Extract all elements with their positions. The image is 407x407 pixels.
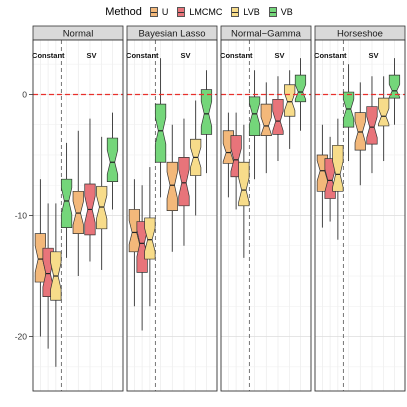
panel-bayesian-lasso-border <box>126 39 218 392</box>
legend-item-lmcmc: LMCMC <box>177 7 222 17</box>
panel-bayesian-lasso-title: Bayesian Lasso <box>138 29 205 40</box>
legend-label-lmcmc: LMCMC <box>189 7 223 17</box>
legend-item-lvb: LVB <box>231 7 260 17</box>
panel-normal-gamma-box-constant-lvb <box>238 161 250 207</box>
panel-horseshoe-box-constant-lvb <box>332 144 344 192</box>
panel-normal-gamma-box-sv-lmcmc <box>272 98 284 135</box>
panel-normal-gamma-label-sv: SV <box>274 51 284 60</box>
panel-horseshoe-box-sv-lmcmc <box>366 106 378 145</box>
panel-normal-box-sv-vb <box>106 137 119 182</box>
legend-label-vb: VB <box>280 7 293 17</box>
legend-item-u: U <box>149 7 169 17</box>
panel-bayesian-lasso-box-sv-lmcmc <box>178 157 190 207</box>
panel-horseshoe-label-constant: Constant <box>314 51 347 60</box>
panel-bayesian-lasso-box-constant-lvb <box>144 217 156 260</box>
y-tick-label: -20 <box>15 332 28 342</box>
panel-horseshoe-label-sv: SV <box>368 51 378 60</box>
panel-normal-box-sv-lvb <box>96 186 108 230</box>
panel-bayesian-lasso-box-sv-vb <box>154 103 167 163</box>
panel-normal-gamma-box-sv-vb <box>294 74 307 103</box>
panel-normal-gamma-label-constant: Constant <box>220 51 253 60</box>
panel-bayesian-lasso-label-sv: SV <box>180 51 190 60</box>
panel-bayesian-lasso-label-constant: Constant <box>126 51 159 60</box>
panel-horseshoe-box-sv-lvb <box>378 97 390 127</box>
panel-horseshoe-box-sv-vb <box>388 74 401 99</box>
panel-normal-box-sv-vb <box>60 178 73 228</box>
panel-normal-label-constant: Constant <box>32 51 65 60</box>
panel-normal-gamma-border <box>220 39 312 392</box>
panel-bayesian-lasso-box-sv-u <box>166 161 178 212</box>
panel-normal-title: Normal <box>63 29 94 40</box>
y-tick-label: 0 <box>22 89 27 99</box>
panel-normal-gamma-box-sv-u <box>260 103 272 136</box>
panel-normal-border <box>32 39 124 392</box>
panel-normal-gamma-box-sv-vb <box>248 96 261 136</box>
legend-key-u <box>149 7 158 17</box>
panel-horseshoe-border <box>314 39 406 392</box>
legend-key-lvb <box>231 7 240 17</box>
panel-normal-box-sv-u <box>72 190 84 235</box>
legend-title: Method <box>105 6 142 18</box>
panel-normal-gamma-box-sv-lvb <box>284 84 296 117</box>
panel-normal-label-sv: SV <box>86 51 96 60</box>
panel-horseshoe-box-sv-u <box>354 112 366 151</box>
panel-normal-gamma-title: Normal−Gamma <box>231 29 302 40</box>
legend-item-vb: VB <box>268 7 293 17</box>
legend-label-lvb: LVB <box>243 7 260 17</box>
panel-bayesian-lasso-box-sv-vb <box>200 89 213 135</box>
legend-label-u: U <box>161 7 169 17</box>
legend-key-lmcmc <box>177 7 186 17</box>
y-tick-label: -10 <box>15 211 28 221</box>
panel-horseshoe-box-sv-vb <box>342 91 355 128</box>
legend-key-vb <box>268 7 277 17</box>
legend: Method U LMCMC LVB VB <box>0 4 407 20</box>
panel-horseshoe-title: Horseshoe <box>337 29 383 40</box>
